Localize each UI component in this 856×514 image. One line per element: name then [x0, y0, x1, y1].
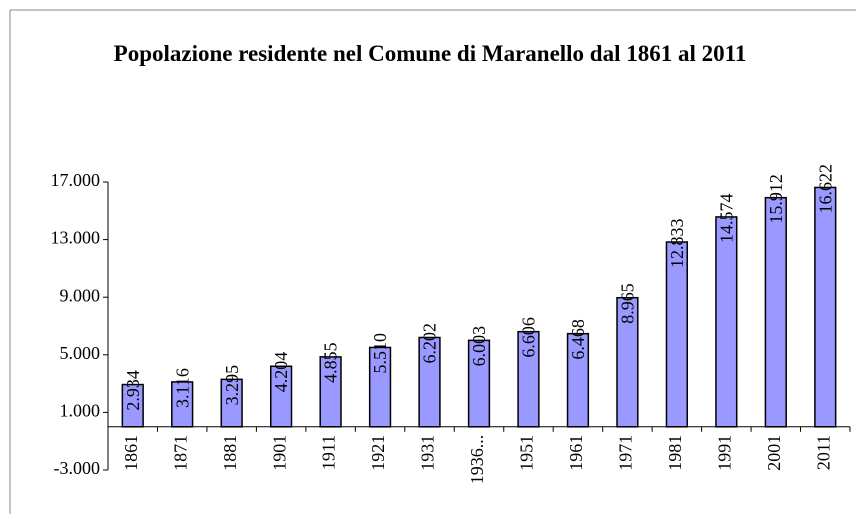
x-tick-label: 1991: [714, 435, 734, 471]
x-tick-label: 1936...: [467, 435, 487, 485]
x-tick-label: 1871: [170, 435, 190, 471]
x-tick-label: 1951: [517, 435, 537, 471]
bar: [418, 336, 441, 428]
bar: [171, 381, 194, 428]
value-label: 6.202: [420, 323, 440, 364]
value-label: 6.468: [568, 319, 588, 360]
y-tick-label: 17.000: [51, 170, 101, 190]
bar: [269, 365, 293, 428]
x-tick-label: 1981: [665, 435, 685, 471]
value-label: 8.965: [618, 283, 638, 324]
y-tick-label: 9.000: [60, 285, 101, 305]
x-tick-label: 1901: [269, 435, 289, 471]
x-tick-label: 2001: [764, 435, 784, 471]
bar: [566, 332, 590, 428]
value-label: 16.622: [815, 164, 835, 214]
x-tick-label: 1931: [418, 435, 438, 471]
bar: [121, 383, 144, 428]
value-label: 15.912: [766, 174, 786, 224]
value-label: 3.295: [222, 365, 242, 406]
y-tick-label: -3.000: [54, 458, 101, 478]
x-tick-label: 1911: [319, 435, 339, 470]
x-tick-label: 1881: [220, 435, 240, 471]
value-label: 4.855: [321, 342, 341, 383]
y-tick-label: 13.000: [51, 228, 101, 248]
bar: [467, 339, 491, 428]
bar: [616, 296, 639, 428]
value-label: 4.204: [271, 352, 291, 393]
y-tick-label: 1.000: [60, 401, 101, 421]
value-label: 2.934: [123, 370, 143, 411]
bar: [665, 241, 689, 428]
value-label: 5.510: [370, 333, 390, 374]
value-label: 6.003: [469, 326, 489, 367]
x-tick-label: 2011: [813, 435, 833, 470]
bar: [220, 378, 243, 428]
value-label: 3.116: [172, 368, 192, 408]
value-label: 14.574: [716, 193, 736, 243]
y-tick-label: 5.000: [60, 343, 101, 363]
bar: [715, 216, 738, 428]
value-label: 12.833: [667, 219, 687, 269]
bar: [517, 330, 540, 428]
x-tick-label: 1921: [368, 435, 388, 471]
bar: [319, 356, 342, 428]
bar: [764, 196, 787, 428]
x-tick-label: 1971: [616, 435, 636, 471]
bar: [814, 186, 837, 428]
x-tick-label: 1861: [121, 435, 141, 471]
x-tick-label: 1961: [566, 435, 586, 471]
chart-title: Popolazione residente nel Comune di Mara…: [113, 41, 747, 66]
bar: [368, 346, 392, 428]
value-label: 6.606: [519, 317, 539, 358]
